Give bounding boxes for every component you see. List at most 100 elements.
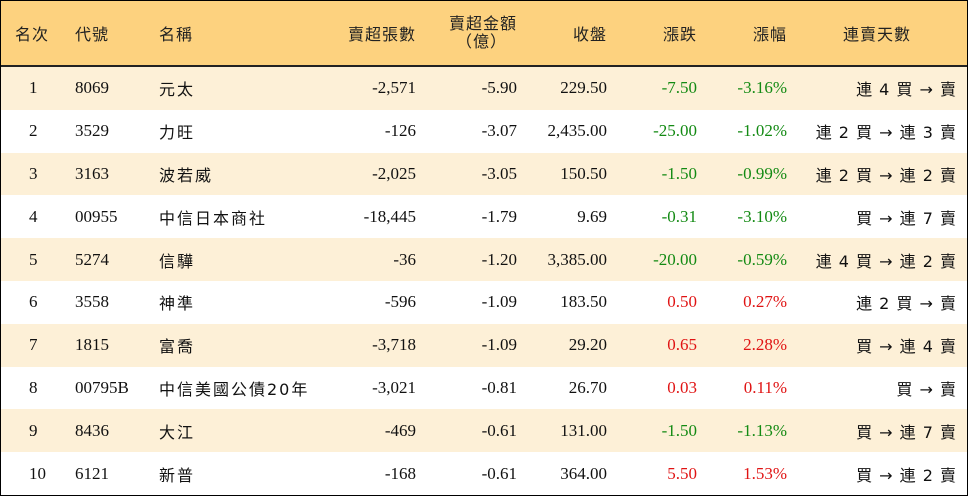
cell-close: 131.00 xyxy=(560,420,607,440)
cell-rank: 2 xyxy=(29,121,38,141)
header-change: 漲跌 xyxy=(662,25,697,44)
cell-change: -20.00 xyxy=(653,249,697,269)
cell-close: 9.69 xyxy=(577,206,607,226)
cell-net-sell-amount: -3.05 xyxy=(481,163,517,183)
cell-name: 神準 xyxy=(159,294,196,314)
cell-change-pct: -0.99% xyxy=(737,163,787,183)
header-change-pct: 漲幅 xyxy=(752,25,787,44)
cell-change: 0.50 xyxy=(667,292,697,312)
cell-change-pct: 1.53% xyxy=(743,463,787,483)
cell-change-pct: -1.02% xyxy=(737,121,787,141)
cell-name: 力旺 xyxy=(159,123,196,143)
cell-net-sell-amount: -0.61 xyxy=(481,463,517,483)
cell-close: 3,385.00 xyxy=(547,249,608,269)
cell-net-sell-lots: -2,571 xyxy=(372,78,416,98)
header-name: 名稱 xyxy=(159,25,194,44)
cell-net-sell-lots: -469 xyxy=(384,420,416,440)
cell-close: 183.50 xyxy=(560,292,607,312)
header-net-sell-lots: 賣超張數 xyxy=(347,25,416,44)
cell-rank: 9 xyxy=(29,420,38,440)
cell-streak: 買 → 賣 xyxy=(896,379,957,399)
cell-close: 29.20 xyxy=(568,335,607,355)
header-streak: 連賣天數 xyxy=(842,25,911,44)
cell-change: -1.50 xyxy=(661,163,697,183)
cell-rank: 1 xyxy=(29,78,38,98)
cell-code: 8069 xyxy=(75,78,109,98)
cell-change-pct: -3.16% xyxy=(737,78,787,98)
cell-net-sell-lots: -168 xyxy=(384,463,416,483)
cell-code: 3163 xyxy=(75,163,109,183)
cell-change: -25.00 xyxy=(653,121,697,141)
cell-rank: 6 xyxy=(29,292,38,312)
header-code: 代號 xyxy=(75,25,110,44)
cell-close: 150.50 xyxy=(560,163,607,183)
cell-streak: 連 2 買 → 連 2 賣 xyxy=(815,165,957,185)
cell-close: 229.50 xyxy=(560,78,607,98)
cell-code: 1815 xyxy=(75,335,109,355)
cell-name: 元太 xyxy=(159,80,196,100)
cell-change: -0.31 xyxy=(661,206,697,226)
cell-name: 波若威 xyxy=(159,165,214,185)
cell-streak: 買 → 連 7 賣 xyxy=(856,422,957,442)
cell-streak: 買 → 連 4 賣 xyxy=(856,337,957,357)
cell-code: 00795B xyxy=(75,377,129,397)
table-row: 2 3529 力旺 -126 -3.07 2,435.00 -25.00 -1.02% 連 2 … xyxy=(1,109,967,153)
table-row: 9 8436 大江 -469 -0.61 131.00 -1.50 -1.13% 買 → 連 7… xyxy=(1,409,967,453)
cell-net-sell-amount: -3.07 xyxy=(481,121,517,141)
cell-net-sell-amount: -1.79 xyxy=(481,206,517,226)
table-row: 7 1815 富喬 -3,718 -1.09 29.20 0.65 2.28% 買 → 連 4 … xyxy=(1,323,967,367)
header-net-sell-amount: 賣超金額 （億） xyxy=(416,1,517,65)
cell-name: 中信美國公債20年 xyxy=(159,379,310,399)
cell-net-sell-amount: -1.09 xyxy=(481,335,517,355)
cell-streak: 買 → 連 7 賣 xyxy=(856,208,957,228)
cell-name: 富喬 xyxy=(159,337,196,357)
cell-net-sell-lots: -126 xyxy=(384,121,416,141)
cell-streak: 連 2 買 → 賣 xyxy=(856,294,957,314)
cell-change-pct: -0.59% xyxy=(737,249,787,269)
table-row: 1 8069 元太 -2,571 -5.90 229.50 -7.50 -3.16% 連 4 買… xyxy=(1,67,967,110)
cell-change: -1.50 xyxy=(661,420,697,440)
cell-change-pct: -3.10% xyxy=(737,206,787,226)
cell-net-sell-amount: -1.09 xyxy=(481,292,517,312)
cell-rank: 7 xyxy=(29,335,38,355)
cell-streak: 連 2 買 → 連 3 賣 xyxy=(815,123,957,143)
table-row: 10 6121 新普 -168 -0.61 364.00 5.50 1.53% 買 → 連 2 … xyxy=(1,452,967,495)
cell-code: 5274 xyxy=(75,249,109,269)
cell-name: 中信日本商社 xyxy=(159,208,268,228)
table-row: 3 3163 波若威 -2,025 -3.05 150.50 -1.50 -0.99% 連 2 … xyxy=(1,152,967,196)
cell-change-pct: 2.28% xyxy=(743,335,787,355)
cell-code: 3558 xyxy=(75,292,109,312)
table-row: 4 00955 中信日本商社 -18,445 -1.79 9.69 -0.31 -3.10% 買… xyxy=(1,195,967,239)
cell-net-sell-lots: -18,445 xyxy=(363,206,416,226)
cell-code: 6121 xyxy=(75,463,109,483)
cell-rank: 5 xyxy=(29,249,38,269)
cell-rank: 10 xyxy=(29,463,46,483)
cell-code: 8436 xyxy=(75,420,109,440)
cell-streak: 連 4 買 → 賣 xyxy=(856,80,957,100)
table-row: 5 5274 信驊 -36 -1.20 3,385.00 -20.00 -0.59% 連 4 買… xyxy=(1,238,967,281)
cell-streak: 買 → 連 2 賣 xyxy=(856,465,957,485)
cell-net-sell-lots: -3,718 xyxy=(372,335,416,355)
cell-code: 00955 xyxy=(75,206,118,226)
cell-change-pct: 0.11% xyxy=(743,377,787,397)
cell-net-sell-lots: -596 xyxy=(384,292,416,312)
cell-streak: 連 4 買 → 連 2 賣 xyxy=(815,251,957,271)
cell-rank: 8 xyxy=(29,377,38,397)
cell-net-sell-amount: -0.61 xyxy=(481,420,517,440)
cell-net-sell-amount: -5.90 xyxy=(481,78,517,98)
cell-name: 信驊 xyxy=(159,251,196,271)
cell-change: 5.50 xyxy=(667,463,697,483)
table-header: 名次 代號 名稱 賣超張數 賣超金額 （億） 收盤 漲跌 漲幅 連賣天數 xyxy=(1,1,967,67)
header-net-sell-amount-line2: （億） xyxy=(455,32,507,51)
cell-name: 新普 xyxy=(159,465,196,485)
cell-code: 3529 xyxy=(75,121,109,141)
header-net-sell-amount-line1: 賣超金額 xyxy=(448,14,517,33)
cell-change: 0.65 xyxy=(667,335,697,355)
cell-change-pct: -1.13% xyxy=(737,420,787,440)
table-row: 6 3558 神準 -596 -1.09 183.50 0.50 0.27% 連 2 買 → 賣 xyxy=(1,281,967,324)
cell-close: 26.70 xyxy=(568,377,607,397)
table-row: 8 00795B 中信美國公債20年 -3,021 -0.81 26.70 0.03 0.11… xyxy=(1,366,967,410)
cell-rank: 4 xyxy=(29,206,38,226)
cell-change: 0.03 xyxy=(667,377,697,397)
